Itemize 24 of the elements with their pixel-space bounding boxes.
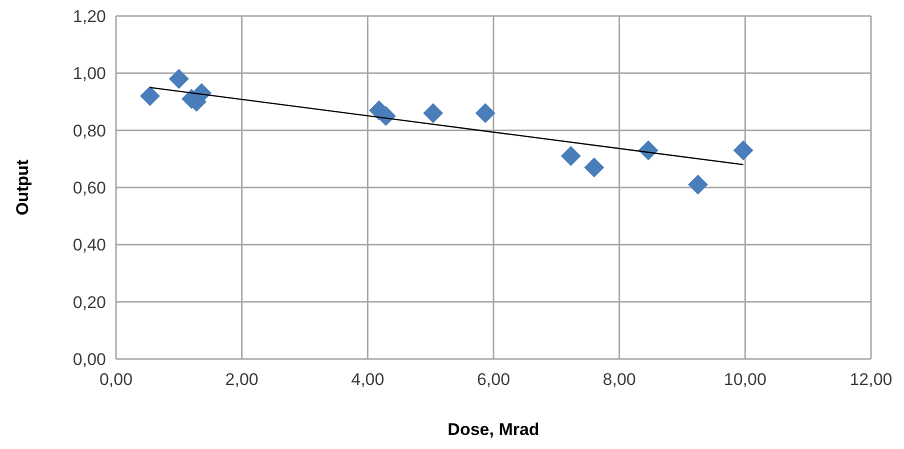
- x-tick-label: 8,00: [602, 370, 636, 389]
- x-tick-label: 12,00: [850, 370, 892, 389]
- y-tick-label: 0,00: [72, 350, 106, 369]
- y-tick-label: 0,40: [72, 236, 106, 255]
- y-tick-label: 0,20: [72, 292, 106, 312]
- y-tick-label: 1,00: [72, 64, 106, 84]
- x-axis-title: Dose, Mrad: [448, 420, 540, 439]
- point: [168, 68, 189, 89]
- x-tick-label: 4,00: [351, 370, 384, 389]
- point: [475, 103, 496, 124]
- x-tick-label: 10,00: [724, 370, 766, 389]
- y-tick-label: 0,60: [72, 178, 106, 198]
- y-axis-title: Output: [13, 159, 32, 216]
- point: [423, 103, 444, 124]
- x-tick-label: 6,00: [476, 370, 510, 389]
- x-tick-label: 2,00: [225, 370, 258, 389]
- point: [688, 174, 708, 195]
- y-tick-label: 0,80: [72, 121, 106, 140]
- point: [140, 86, 160, 106]
- point: [584, 157, 604, 178]
- y-tick-label: 1,20: [72, 7, 106, 26]
- x-tick-label: 0,00: [99, 370, 133, 389]
- point: [560, 146, 581, 166]
- point: [733, 140, 754, 160]
